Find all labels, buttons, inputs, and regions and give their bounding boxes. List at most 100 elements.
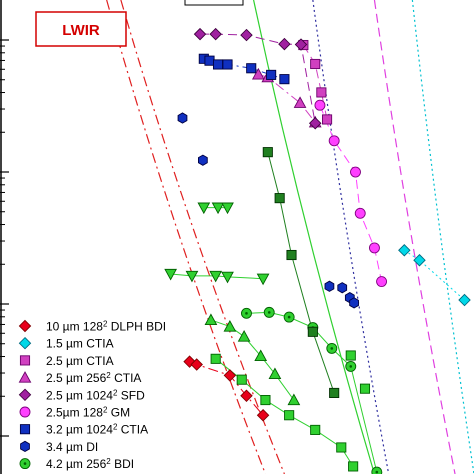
data-point: [223, 320, 237, 332]
legend-label-sup: 2: [113, 422, 118, 431]
legend-marker-dot: [23, 462, 27, 465]
series-line: [267, 152, 335, 394]
data-point: [193, 27, 207, 41]
data-point: [262, 147, 273, 158]
legend-marker: [18, 336, 32, 350]
data-point: [209, 270, 223, 283]
legend-marker: [18, 319, 32, 333]
legend-label: 1.5 µm CTIA: [46, 337, 114, 351]
data-point: [185, 270, 199, 283]
data-markers: [164, 27, 471, 474]
legend-marker: [19, 406, 31, 418]
data-point: [286, 249, 297, 261]
y-minor-ticks: [0, 45, 5, 397]
data-point: [274, 193, 285, 204]
data-point: [164, 268, 178, 281]
legend-label-tail: DLPH BDI: [107, 320, 166, 334]
data-point: [287, 393, 301, 406]
legend-label-tail: CTIA: [111, 371, 142, 385]
data-point: [197, 202, 211, 215]
legend-marker: [18, 371, 32, 383]
left-axis: [0, 0, 9, 474]
data-point: [284, 410, 295, 421]
data-point: [210, 353, 221, 364]
reference-curve: [106, 0, 266, 474]
data-point: [349, 297, 359, 309]
data-point-dot: [245, 312, 248, 315]
data-point: [314, 99, 326, 111]
data-point: [246, 63, 257, 74]
data-point: [236, 374, 247, 385]
data-point: [256, 408, 270, 422]
legend-label-main: 4.2 µm 256: [46, 457, 107, 471]
data-point: [329, 387, 340, 398]
legend-label: 2.5 µm CTIA: [46, 354, 114, 368]
legend-label: 3.4 µm DI: [46, 440, 98, 454]
series-lines: [170, 33, 465, 473]
series-line: [200, 33, 316, 124]
data-point: [223, 369, 237, 382]
data-point: [458, 293, 471, 307]
data-point: [211, 202, 225, 215]
data-point: [354, 207, 366, 219]
data-point: [294, 38, 308, 51]
reference-curve: [373, 0, 456, 474]
data-point: [308, 117, 322, 130]
legend-label-tail: BDI: [111, 457, 134, 471]
legend-label-main: 2.5 µm CTIA: [46, 354, 114, 368]
data-point: [177, 112, 188, 124]
data-point: [310, 424, 321, 435]
legend-label-main: 2.5 µm 1024: [46, 388, 113, 402]
data-point: [204, 55, 215, 66]
data-point: [221, 271, 234, 284]
legend-label: 4.2 µm 2562 BDI: [46, 457, 134, 472]
legend-label: 3.2 µm 10242 CTIA: [46, 422, 148, 437]
data-point: [212, 59, 224, 70]
reference-curve: [120, 0, 285, 474]
data-point: [322, 114, 333, 125]
data-point: [371, 466, 383, 474]
lwir-label-box: LWIR: [35, 11, 127, 47]
series-line: [258, 73, 316, 123]
data-point: [240, 28, 253, 42]
data-point: [260, 395, 271, 406]
legend-label-main: 3.4 µm DI: [46, 440, 98, 454]
legend-label-sup: 2: [106, 457, 111, 466]
legend-label-main: 3.2 µm 1024: [46, 423, 113, 437]
lwir-label: LWIR: [62, 22, 100, 39]
data-point: [398, 244, 411, 257]
data-point: [209, 27, 222, 41]
data-point: [359, 383, 371, 394]
data-point: [376, 276, 388, 288]
legend-label-tail: SFD: [117, 388, 145, 402]
legend-label-main: 1.5 µm CTIA: [46, 337, 114, 351]
reference-curve: [411, 0, 474, 474]
series-line: [210, 319, 295, 401]
legend-label-tail: GM: [107, 406, 130, 420]
legend-marker: [19, 355, 31, 366]
data-point: [222, 59, 233, 70]
legend-marker: [20, 440, 30, 453]
data-point: [237, 330, 251, 342]
legend-label-sup: 2: [113, 388, 118, 397]
data-point: [413, 253, 426, 267]
data-point: [268, 367, 282, 380]
legend-label-sup: 2: [103, 319, 108, 328]
legend-label: 10 µm 1282 DLPH BDI: [46, 319, 166, 334]
data-point: [204, 313, 218, 325]
data-point: [324, 280, 335, 292]
data-point: [254, 349, 268, 362]
series-line: [302, 44, 328, 120]
legend-label-main: 10 µm 128: [46, 320, 103, 334]
legend-label-tail: CTIA: [117, 423, 148, 437]
legend-label: 2.5 µm 2562 CTIA: [46, 371, 141, 386]
legend-label-sup: 2: [106, 371, 111, 380]
data-point: [190, 358, 203, 371]
data-point: [336, 442, 347, 453]
legend-marker: [19, 424, 31, 435]
data-point: [328, 135, 340, 147]
data-point-dot: [267, 311, 271, 314]
data-point: [337, 282, 348, 294]
data-point: [293, 96, 307, 108]
